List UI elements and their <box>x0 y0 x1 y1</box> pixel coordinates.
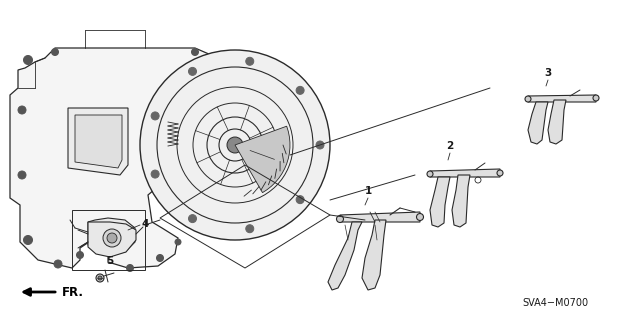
Circle shape <box>96 274 104 282</box>
Circle shape <box>105 230 115 240</box>
Circle shape <box>211 146 218 153</box>
Circle shape <box>593 95 599 101</box>
Polygon shape <box>10 48 225 268</box>
Polygon shape <box>88 222 136 257</box>
Circle shape <box>24 56 33 64</box>
Circle shape <box>296 196 304 204</box>
Polygon shape <box>430 169 500 177</box>
Circle shape <box>197 139 203 145</box>
Text: SVA4−M0700: SVA4−M0700 <box>522 298 588 308</box>
Circle shape <box>151 170 159 178</box>
Text: 4: 4 <box>142 219 149 229</box>
Circle shape <box>175 239 181 245</box>
Circle shape <box>189 67 196 75</box>
Circle shape <box>525 96 531 102</box>
Polygon shape <box>452 175 470 227</box>
Polygon shape <box>340 212 420 222</box>
Circle shape <box>166 182 173 189</box>
Circle shape <box>227 137 243 153</box>
Polygon shape <box>528 102 548 144</box>
Circle shape <box>127 264 134 271</box>
Circle shape <box>151 112 159 120</box>
Text: FR.: FR. <box>62 286 84 299</box>
Circle shape <box>214 62 221 69</box>
Polygon shape <box>430 177 450 227</box>
Circle shape <box>18 171 26 179</box>
Text: 5: 5 <box>106 256 114 266</box>
Circle shape <box>51 48 58 56</box>
Circle shape <box>18 106 26 114</box>
Circle shape <box>101 226 119 244</box>
Circle shape <box>98 276 102 280</box>
Circle shape <box>189 215 196 223</box>
Polygon shape <box>548 100 566 144</box>
Circle shape <box>246 57 254 65</box>
Circle shape <box>296 86 304 94</box>
Text: 1: 1 <box>364 186 372 196</box>
Circle shape <box>140 50 330 240</box>
Polygon shape <box>75 115 122 168</box>
Polygon shape <box>528 95 596 102</box>
Circle shape <box>24 235 33 244</box>
Polygon shape <box>68 108 128 175</box>
Polygon shape <box>328 222 362 290</box>
Polygon shape <box>235 126 290 193</box>
Circle shape <box>246 225 254 233</box>
Circle shape <box>316 141 324 149</box>
Polygon shape <box>88 218 135 255</box>
Circle shape <box>54 260 62 268</box>
Text: 3: 3 <box>545 68 552 78</box>
Circle shape <box>202 97 209 103</box>
Circle shape <box>77 251 83 258</box>
Circle shape <box>157 255 163 262</box>
Circle shape <box>417 213 424 220</box>
Circle shape <box>107 233 117 243</box>
Circle shape <box>337 216 344 222</box>
Circle shape <box>103 229 121 247</box>
Circle shape <box>497 170 503 176</box>
Text: 2: 2 <box>446 141 454 151</box>
Circle shape <box>427 171 433 177</box>
Polygon shape <box>362 220 386 290</box>
Circle shape <box>191 48 198 56</box>
Circle shape <box>171 131 179 139</box>
